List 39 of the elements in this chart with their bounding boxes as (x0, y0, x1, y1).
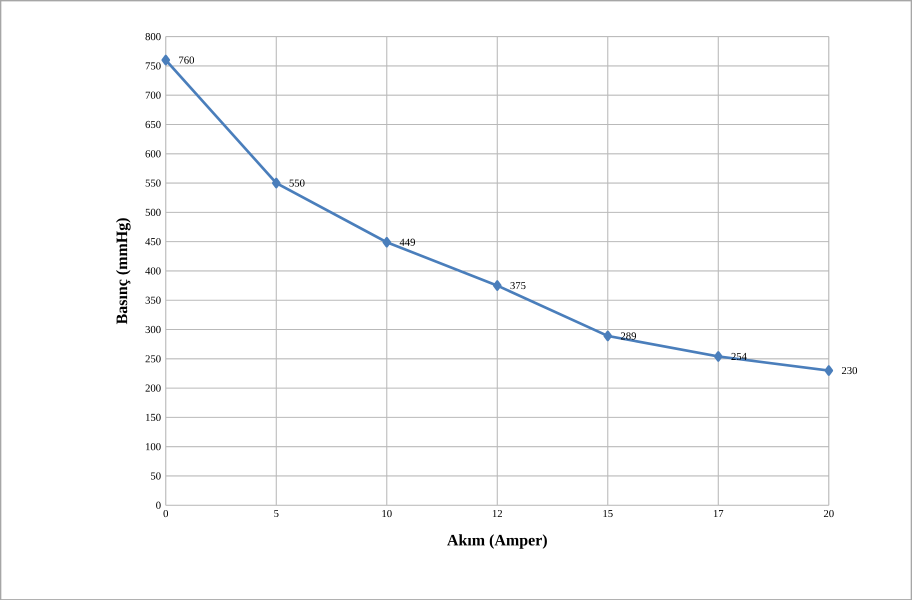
x-axis-title: Akım (Amper) (447, 534, 547, 549)
y-tick-label: 650 (146, 120, 161, 128)
x-tick-label: 5 (274, 510, 279, 517)
y-tick-label: 500 (146, 208, 161, 216)
data-label: 375 (510, 282, 526, 289)
x-tick-label: 12 (492, 510, 502, 517)
y-tick-label: 50 (151, 472, 161, 480)
point (382, 236, 392, 248)
point (824, 364, 834, 376)
data-label: 230 (842, 366, 858, 374)
y-tick-label: 550 (146, 179, 161, 186)
point (161, 54, 170, 66)
x-tick-label: 17 (714, 510, 724, 517)
data-label: 449 (400, 238, 415, 246)
y-tick-label: 350 (146, 296, 161, 304)
point (492, 280, 502, 291)
y-tick-label: 600 (146, 150, 161, 158)
y-tick-label: 450 (145, 238, 161, 246)
y-tick-label: 150 (146, 414, 161, 421)
y-tick-label: 300 (146, 326, 161, 333)
y-axis-title: Basınç (mmHg) (116, 218, 131, 324)
y-tick-label: 400 (145, 267, 161, 274)
point (603, 330, 612, 342)
x-tick-label: 0 (163, 510, 168, 517)
y-tick-label: 800 (145, 32, 161, 40)
y-tick-label: 100 (146, 442, 161, 450)
y-tick-label: 750 (146, 62, 161, 70)
y-tick-label: 700 (146, 91, 161, 99)
x-tick-label: 15 (603, 510, 613, 517)
point (714, 350, 723, 362)
data-label: 760 (179, 56, 194, 64)
y-tick-label: 200 (146, 384, 161, 392)
y-tick-label: 250 (146, 355, 161, 362)
point (272, 178, 281, 188)
data-label: 289 (620, 332, 636, 340)
x-tick-label: 10 (382, 510, 392, 517)
x-tick-label: 20 (824, 510, 834, 517)
y-tick-label: 0 (156, 501, 161, 509)
data-label: 550 (290, 179, 305, 186)
